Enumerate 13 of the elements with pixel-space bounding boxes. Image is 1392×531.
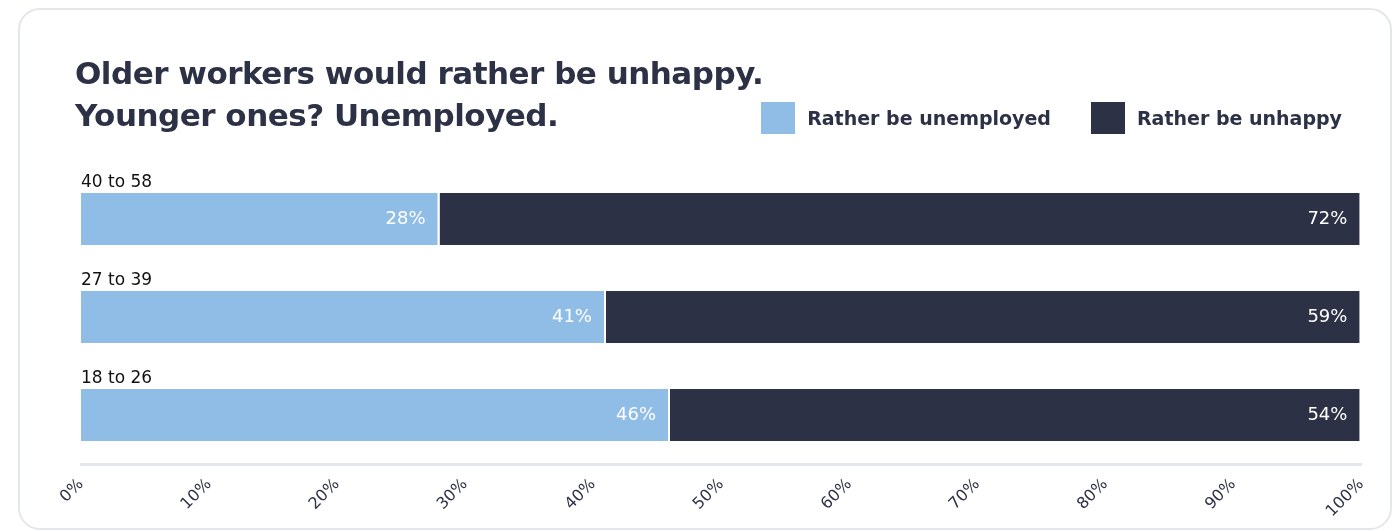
data-label: 46% — [615, 402, 656, 424]
data-label: 41% — [551, 304, 592, 326]
y-tick-label: 40 to 58 — [81, 170, 153, 191]
data-label: 28% — [385, 206, 426, 228]
data-label: 72% — [1307, 206, 1348, 228]
x-tick-label: 0% — [55, 474, 87, 506]
data-label: 59% — [1307, 304, 1348, 326]
data-label: 54% — [1307, 402, 1348, 424]
legend-label: Rather be unhappy — [1136, 107, 1342, 129]
y-tick-label: 18 to 26 — [81, 367, 153, 388]
chart-title: Older workers would rather be unhappy. Younger ones? Unemployed. — [75, 54, 764, 135]
y-tick-label: 27 to 39 — [81, 268, 153, 289]
legend-label: Rather be unemployed — [807, 107, 1051, 129]
